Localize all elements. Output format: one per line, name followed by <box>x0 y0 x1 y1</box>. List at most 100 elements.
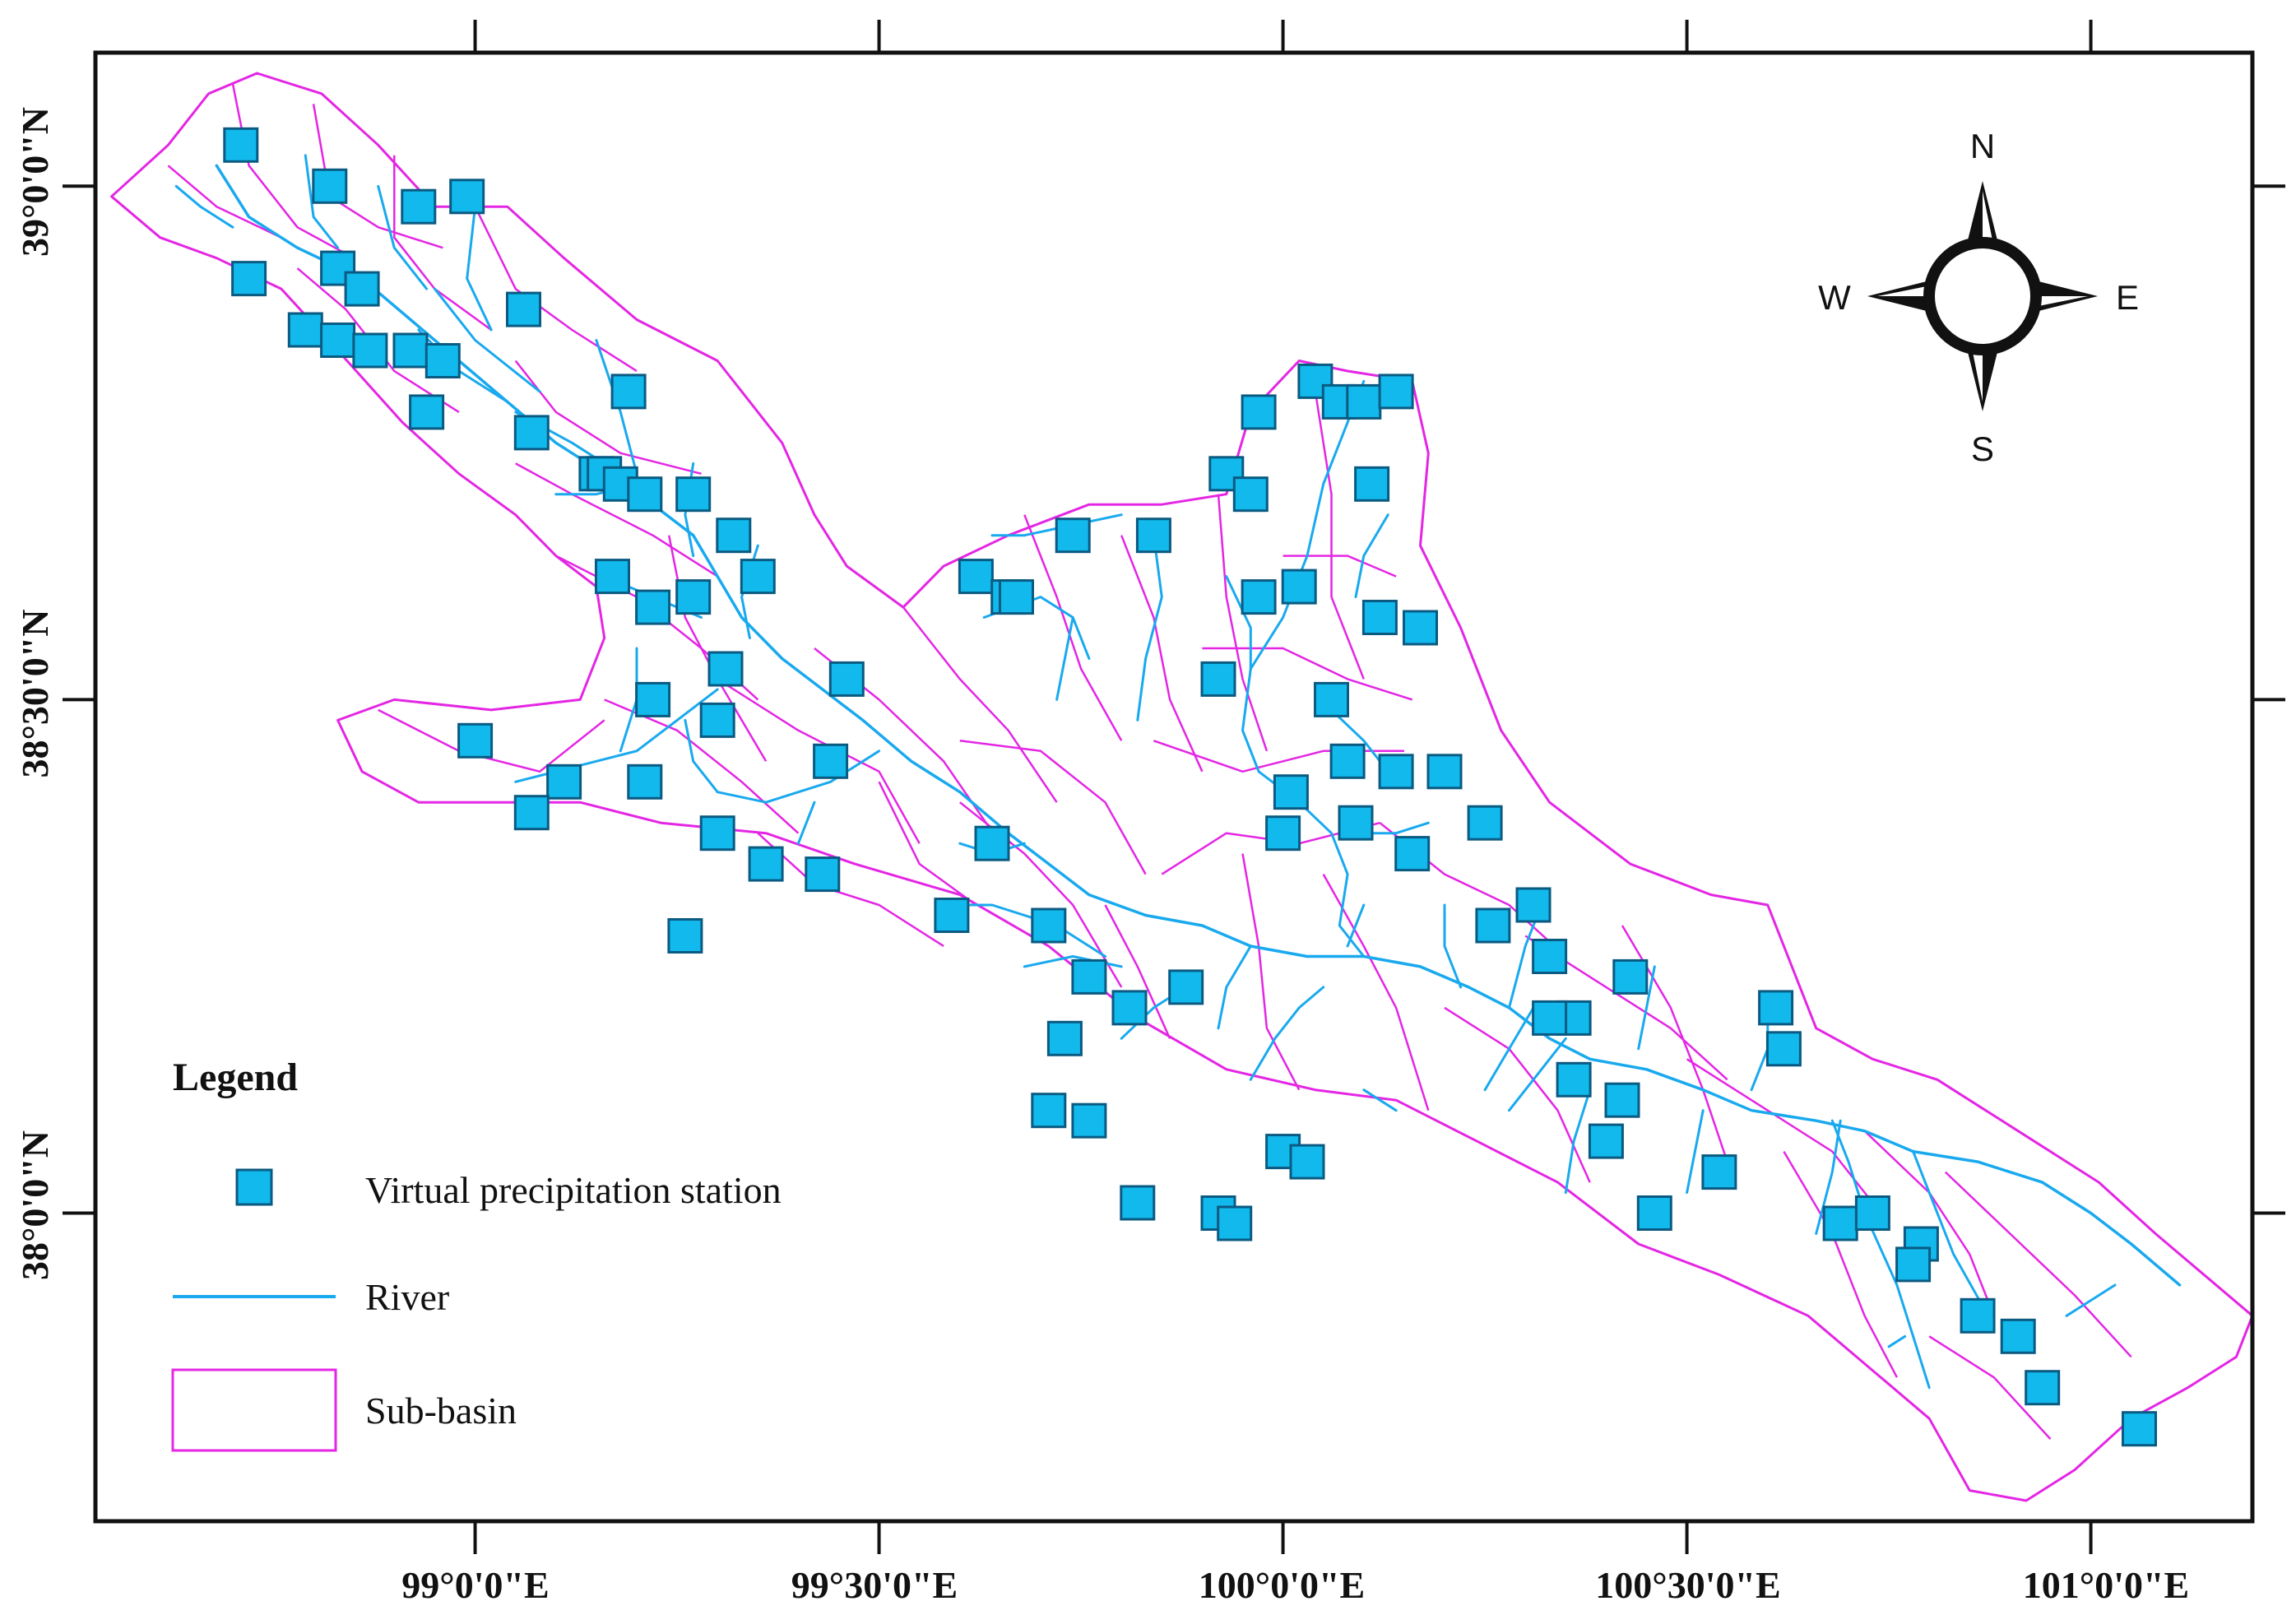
precipitation-station-93 <box>1822 1205 1858 1241</box>
legend-river-label: River <box>365 1276 449 1318</box>
precipitation-station-78 <box>1394 836 1431 872</box>
map-frame <box>93 50 2255 1524</box>
subbasin-boundary-38 <box>1283 555 1397 578</box>
precipitation-station-59 <box>1232 476 1269 513</box>
x-tick-label-101-0: 101°0'0"E <box>2023 1564 2189 1606</box>
compass-point-south-highlight <box>1973 352 1983 401</box>
precipitation-station-57 <box>1135 517 1171 554</box>
tributary-4 <box>466 205 493 332</box>
precipitation-station-14 <box>409 394 445 430</box>
subbasin-boundary-23 <box>1104 904 1171 1039</box>
tributary-24 <box>1354 513 1389 599</box>
precipitation-station-15 <box>513 415 550 451</box>
precipitation-station-100 <box>2122 1411 2157 1447</box>
precipitation-station-70 <box>1200 661 1236 697</box>
tributary-7 <box>595 339 638 476</box>
subbasin-boundary-24 <box>1241 853 1301 1091</box>
tributary-34 <box>1217 944 1252 1030</box>
tributary-36 <box>1346 903 1366 948</box>
precipitation-station-98 <box>2025 1370 2061 1406</box>
tributary-16 <box>716 749 881 804</box>
precipitation-station-38 <box>667 918 703 954</box>
precipitation-station-28 <box>635 681 671 717</box>
tributary-27 <box>1443 903 1463 989</box>
x-tick-label-99-0: 99°0'0"E <box>401 1564 549 1606</box>
precipitation-station-73 <box>1378 754 1414 790</box>
precipitation-station-96 <box>1895 1246 1932 1283</box>
subbasin-outline <box>110 72 2254 1502</box>
precipitation-station-22 <box>740 559 776 595</box>
precipitation-station-34 <box>699 815 735 852</box>
legend: Legend Virtual precipitation station Riv… <box>171 1056 782 1452</box>
precipitation-station-33 <box>627 763 663 800</box>
precipitation-station-24 <box>635 589 671 625</box>
precipitation-station-35 <box>748 846 784 882</box>
tributary-43 <box>1830 1119 1931 1390</box>
precipitation-station-36 <box>805 856 841 893</box>
precipitation-station-92 <box>1765 1031 1802 1067</box>
compass-label-west: W <box>1818 278 1851 317</box>
tributary-17 <box>796 801 816 845</box>
precipitation-station-19 <box>627 476 663 513</box>
precipitation-station-7 <box>287 312 323 348</box>
precipitation-station-47 <box>1071 1102 1107 1139</box>
subbasin-boundary-10 <box>378 708 605 773</box>
tributary-29 <box>1483 1006 1535 1092</box>
precipitation-station-84 <box>1612 958 1649 995</box>
precipitation-station-80 <box>1515 887 1552 923</box>
precipitation-station-63 <box>1346 383 1382 420</box>
tributary-19 <box>990 513 1123 537</box>
subbasin-boundary-6 <box>514 360 702 476</box>
precipitation-station-27 <box>828 661 865 697</box>
precipitation-station-46 <box>1031 1093 1067 1129</box>
tributary-2 <box>304 154 340 249</box>
tributary-44 <box>1887 1334 1907 1348</box>
precipitation-station-77 <box>1426 754 1463 790</box>
precipitation-station-40 <box>974 825 1010 861</box>
tributary-1 <box>174 184 234 229</box>
subbasin-boundary-25 <box>1322 873 1430 1111</box>
precipitation-station-48 <box>1120 1185 1156 1221</box>
precipitation-station-1 <box>312 168 348 204</box>
legend-subbasin-symbol <box>171 1368 337 1452</box>
precipitation-station-88 <box>1588 1123 1624 1159</box>
subbasin-boundary-15 <box>959 740 1147 875</box>
compass-point-north-highlight <box>1983 191 1992 240</box>
precipitation-station-52 <box>1217 1205 1253 1241</box>
precipitation-station-94 <box>1854 1195 1890 1231</box>
precipitation-station-97 <box>1960 1297 1996 1334</box>
precipitation-station-44 <box>1168 969 1204 1005</box>
precipitation-station-67 <box>1281 568 1317 605</box>
precipitation-station-60 <box>1297 363 1334 399</box>
subbasin-boundary-30 <box>1686 1058 1882 1214</box>
precipitation-station-3 <box>449 179 485 215</box>
legend-title: Legend <box>173 1056 298 1099</box>
subbasin-boundary-7 <box>515 462 718 578</box>
subbasin-boundary-34 <box>1928 1335 2052 1440</box>
precipitation-station-90 <box>1701 1154 1737 1190</box>
subbasin-boundary-2 <box>312 104 443 249</box>
tributary-35 <box>1249 986 1325 1081</box>
precipitation-station-23 <box>595 559 630 595</box>
tributary-45 <box>1912 1150 1996 1328</box>
compass-label-north: N <box>1970 127 1995 165</box>
subbasin-boundary-36 <box>878 781 977 907</box>
x-tick-label-100-0: 100°0'0"E <box>1199 1564 1365 1606</box>
precipitation-station-66 <box>1241 579 1277 615</box>
compass-point-east-highlight <box>2039 296 2088 306</box>
precipitation-station-89 <box>1636 1195 1672 1231</box>
precipitation-station-30 <box>457 722 494 759</box>
y-tick-label-38-30: 38°30'0"N <box>14 610 56 778</box>
precipitation-station-37 <box>813 743 849 779</box>
subbasin-boundary-14 <box>902 606 1058 803</box>
tributary-23 <box>1225 575 1252 671</box>
precipitation-station-6 <box>344 271 380 307</box>
precipitation-station-10 <box>392 332 429 369</box>
precipitation-station-41 <box>1031 907 1067 944</box>
precipitation-station-76 <box>1265 815 1301 852</box>
tributary-46 <box>2065 1283 2117 1317</box>
precipitation-station-21 <box>716 517 752 554</box>
compass-label-east: E <box>2116 278 2139 317</box>
precipitation-station-32 <box>513 795 550 831</box>
